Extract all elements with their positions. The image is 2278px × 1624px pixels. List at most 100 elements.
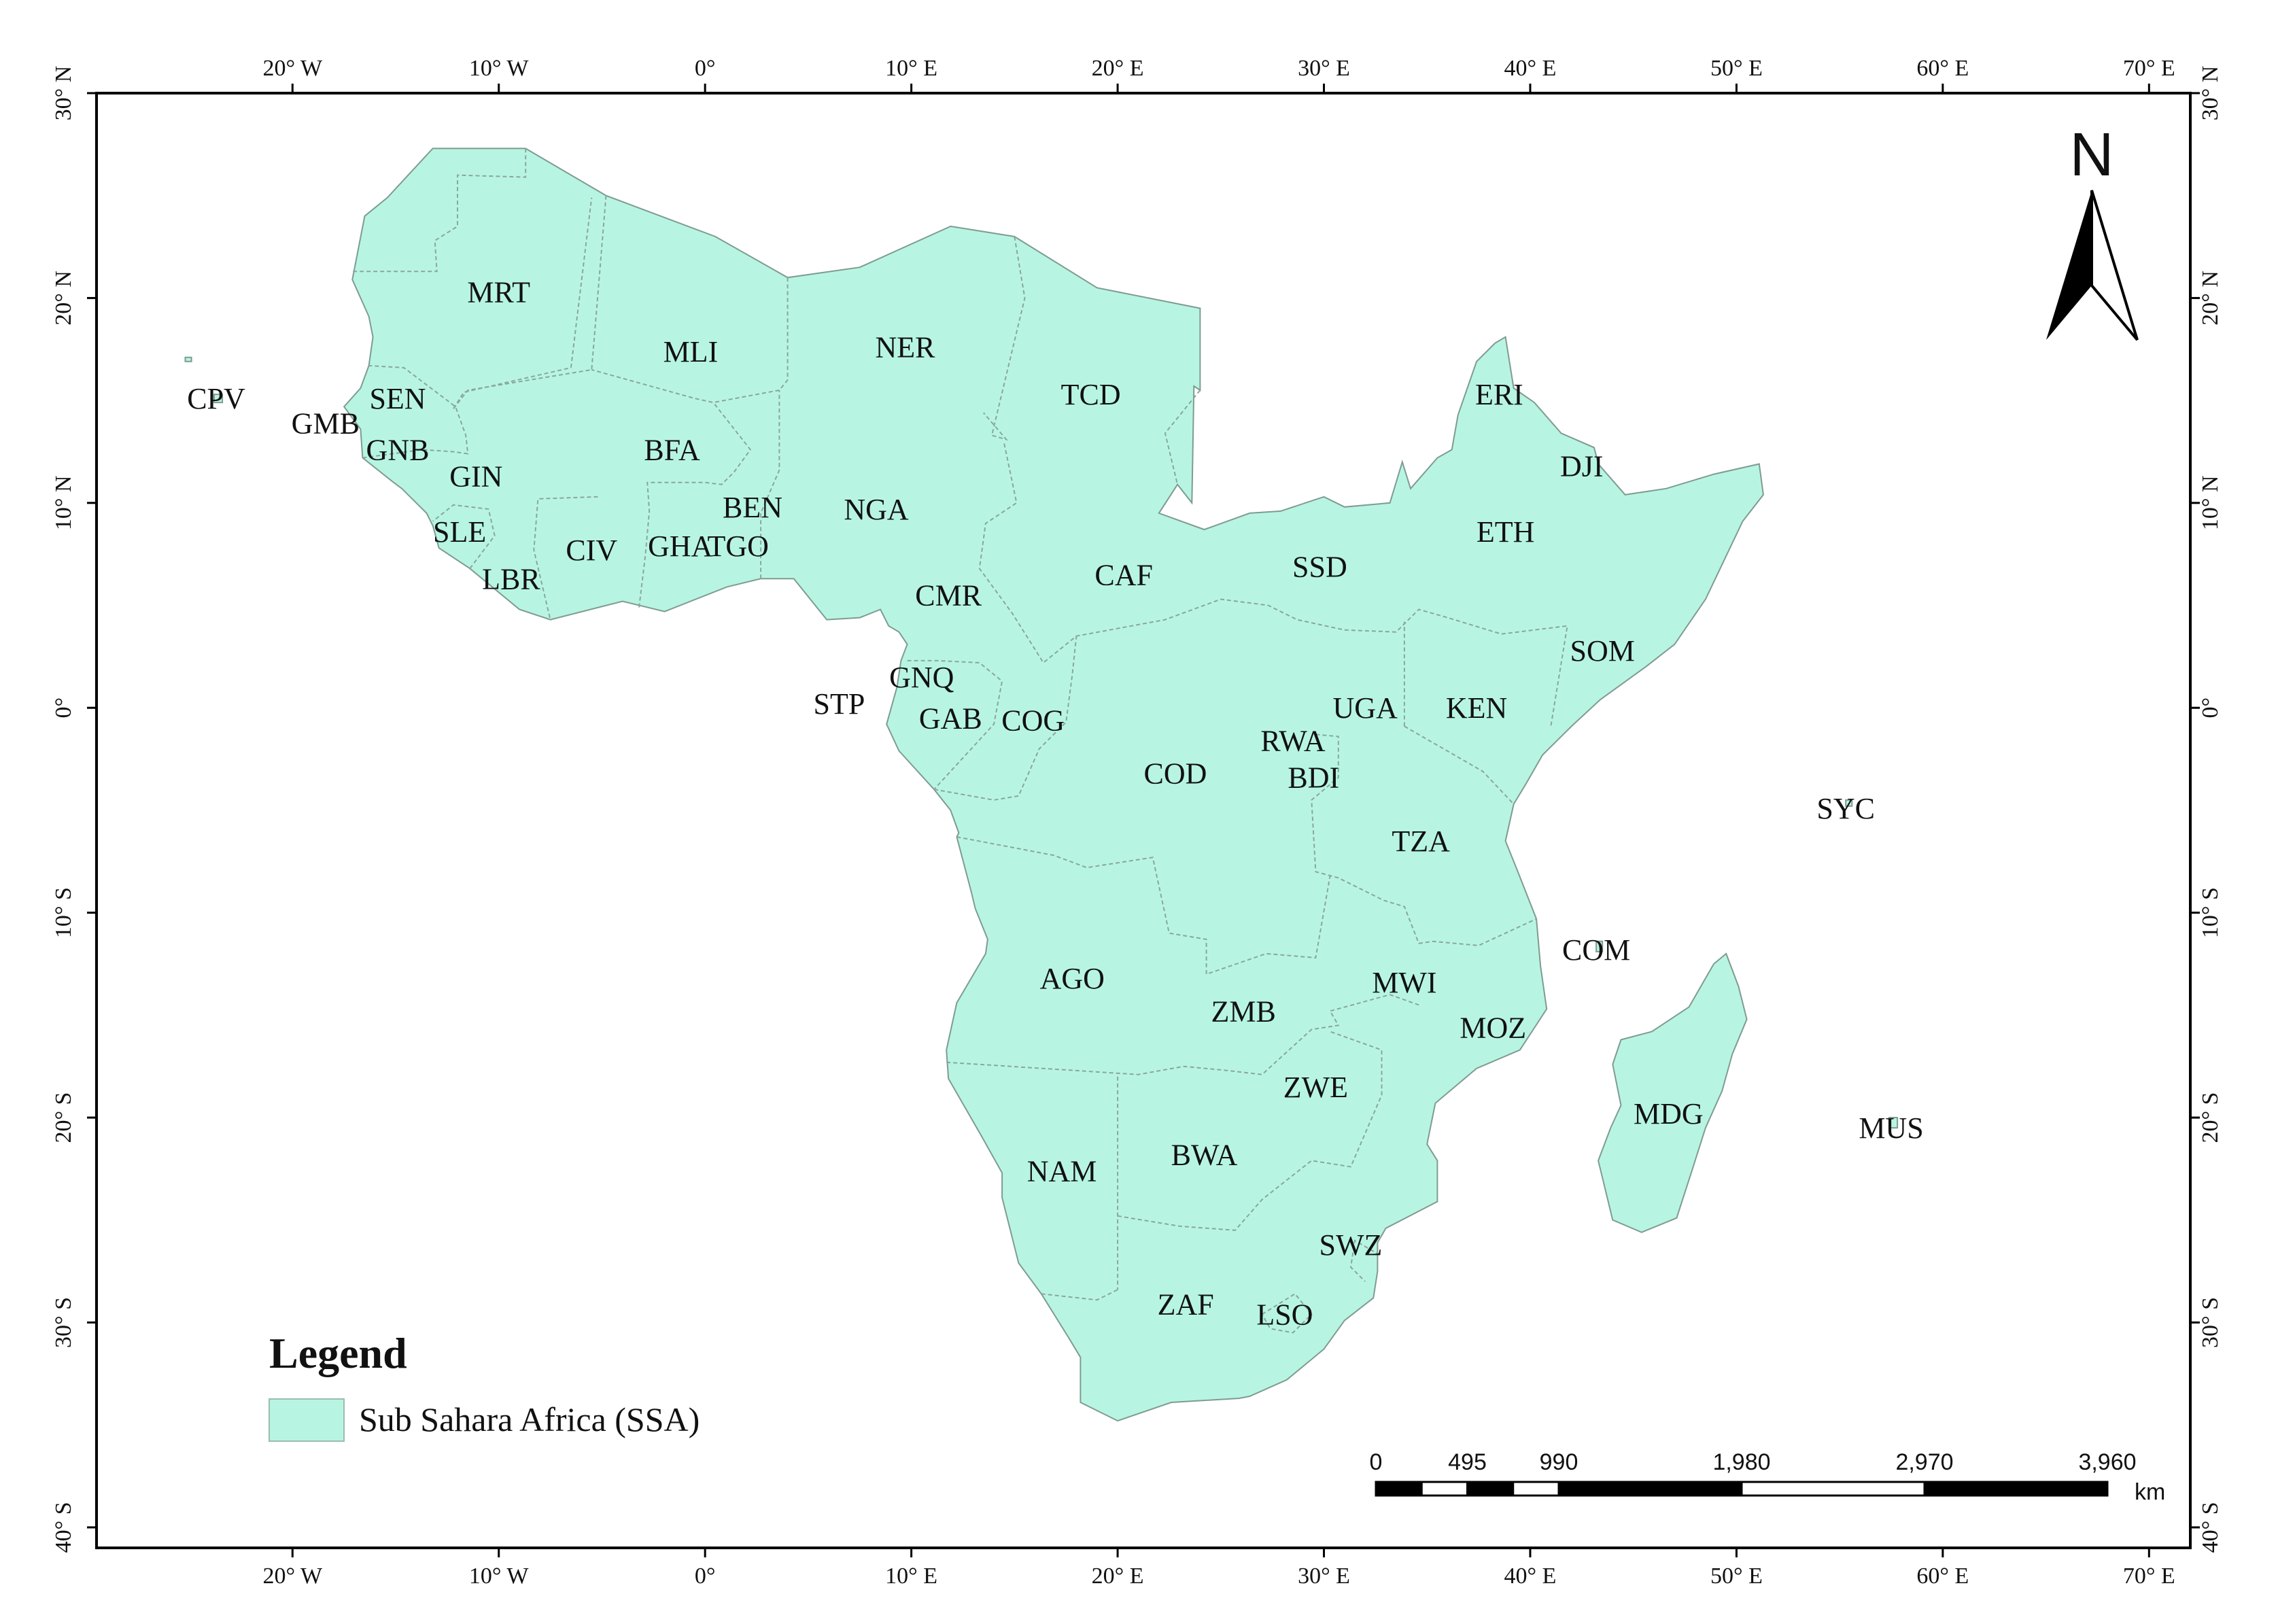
lon-tick-label-bottom: 20° W	[262, 1563, 322, 1589]
country-label-civ: CIV	[566, 534, 617, 567]
mauritius-island	[1888, 1117, 1899, 1129]
lat-tick-label-left: 10° S	[51, 887, 76, 938]
scale-bar-label: 1,980	[1712, 1449, 1770, 1475]
country-label-gin: GIN	[449, 460, 502, 494]
comoros-islands	[1595, 940, 1604, 952]
country-label-gnq: GNQ	[889, 661, 954, 694]
cape-verde-islands-south	[213, 394, 224, 404]
lon-tick-label-bottom: 50° E	[1710, 1563, 1763, 1589]
country-label-cog: COG	[1001, 704, 1065, 737]
scale-bar-segment	[1466, 1481, 1515, 1497]
country-label-bwa: BWA	[1171, 1138, 1238, 1171]
country-label-cod: COD	[1144, 757, 1207, 791]
scale-bar: 0 495 990 1,980 2,970 3,960 km	[1370, 1449, 2166, 1505]
lat-tick-label-left: 40° S	[51, 1502, 76, 1553]
scale-bar-segments	[1375, 1481, 2109, 1497]
country-label-eth: ETH	[1477, 515, 1535, 549]
country-label-uga: UGA	[1333, 691, 1398, 725]
scale-bar-label: 3,960	[2078, 1449, 2136, 1475]
legend-item-label: Sub Sahara Africa (SSA)	[359, 1400, 700, 1438]
country-borders	[352, 148, 1568, 1334]
country-label-mwi: MWI	[1372, 966, 1436, 999]
lat-tick-label-right: 20° S	[2198, 1092, 2223, 1143]
country-label-gab: GAB	[919, 702, 982, 735]
lat-tick-label-right: 30° S	[2198, 1297, 2223, 1348]
lon-tick-label-top: 10° W	[469, 56, 529, 81]
country-label-som: SOM	[1570, 634, 1635, 668]
lon-tick-label-top: 20° W	[262, 56, 322, 81]
scale-bar-unit: km	[2135, 1479, 2165, 1505]
lon-tick-label-bottom: 30° E	[1298, 1563, 1350, 1589]
lat-tick-label-right: 30° N	[2198, 66, 2223, 121]
lon-tick-label-top: 30° E	[1298, 56, 1350, 81]
country-label-zmb: ZMB	[1211, 995, 1276, 1028]
seychelles-islands	[1845, 799, 1853, 807]
scale-bar-segment	[1740, 1481, 1926, 1497]
lon-tick-label-top: 10° E	[885, 56, 937, 81]
lat-tick-label-left: 30° S	[51, 1297, 76, 1348]
country-label-syc: SYC	[1816, 792, 1875, 825]
lon-tick-label-bottom: 20° E	[1092, 1563, 1144, 1589]
lat-tick-label-right: 40° S	[2198, 1502, 2223, 1553]
lat-tick-label-right: 10° S	[2198, 887, 2223, 938]
country-label-gnb: GNB	[366, 434, 430, 467]
country-label-gmb: GMB	[292, 407, 360, 440]
lon-tick-label-top: 50° E	[1710, 56, 1763, 81]
country-label-sen: SEN	[369, 382, 426, 415]
north-arrow: N	[2046, 121, 2139, 341]
scale-bar-label: 0	[1370, 1449, 1383, 1475]
lat-tick-label-left: 30° N	[51, 66, 76, 121]
scale-bar-label: 990	[1540, 1449, 1578, 1475]
north-arrow-left-half	[2046, 190, 2092, 340]
country-label-moz: MOZ	[1460, 1011, 1526, 1044]
africa-mainland	[343, 148, 1764, 1422]
north-arrow-label: N	[2070, 121, 2114, 189]
country-label-com: COM	[1562, 933, 1630, 967]
country-label-nam: NAM	[1027, 1154, 1097, 1188]
country-label-mus: MUS	[1859, 1111, 1923, 1145]
lat-tick-label-left: 10° N	[51, 475, 76, 530]
legend: Legend Sub Sahara Africa (SSA)	[269, 1329, 700, 1442]
scale-bar-segment	[1512, 1481, 1560, 1497]
ssa-landmass	[184, 148, 1899, 1422]
lon-tick-label-top: 70° E	[2123, 56, 2175, 81]
country-label-bfa: BFA	[644, 434, 700, 467]
country-label-cpv: CPV	[187, 382, 245, 415]
country-label-mdg: MDG	[1634, 1097, 1704, 1130]
country-label-dji: DJI	[1560, 450, 1604, 483]
lat-tick-label-right: 10° N	[2198, 475, 2223, 530]
lat-tick-label-left: 20° N	[51, 271, 76, 326]
country-label-zaf: ZAF	[1158, 1288, 1214, 1321]
country-label-ssd: SSD	[1292, 550, 1347, 583]
scale-bar-labels: 0 495 990 1,980 2,970 3,960	[1370, 1449, 2137, 1475]
north-arrow-right-half	[2090, 190, 2139, 341]
scale-bar-label: 495	[1448, 1449, 1487, 1475]
scale-bar-segment	[1375, 1481, 1423, 1497]
country-label-nga: NGA	[844, 493, 909, 526]
country-label-lbr: LBR	[482, 562, 540, 595]
country-label-bdi: BDI	[1288, 761, 1339, 795]
lon-tick-label-top: 20° E	[1092, 56, 1144, 81]
country-label-gha: GHA	[648, 530, 713, 563]
lat-tick-label-left: 0°	[51, 697, 76, 719]
madagascar-island	[1598, 952, 1748, 1233]
lat-tick-label-right: 0°	[2198, 697, 2223, 719]
country-label-cmr: CMR	[915, 579, 982, 612]
scale-bar-label: 2,970	[1895, 1449, 1953, 1475]
country-label-eri: ERI	[1475, 378, 1523, 411]
lat-tick-label-left: 20° S	[51, 1092, 76, 1143]
coordinate-ticks: 20° W 20° W 10° W 10° W 0° 0° 10° E 10° E 20° E 2…	[51, 56, 2223, 1589]
legend-title: Legend	[269, 1329, 407, 1377]
lon-tick-label-bottom: 10° E	[885, 1563, 937, 1589]
country-label-tza: TZA	[1392, 825, 1450, 858]
lon-tick-label-bottom: 10° W	[469, 1563, 529, 1589]
country-label-zwe: ZWE	[1283, 1071, 1348, 1104]
country-label-caf: CAF	[1094, 558, 1153, 591]
country-label-lso: LSO	[1256, 1298, 1313, 1331]
country-label-tgo: TGO	[707, 530, 768, 563]
country-label-ago: AGO	[1040, 962, 1105, 995]
legend-swatch	[269, 1398, 345, 1442]
lat-tick-label-right: 20° N	[2198, 271, 2223, 326]
country-label-stp: STP	[813, 687, 865, 721]
